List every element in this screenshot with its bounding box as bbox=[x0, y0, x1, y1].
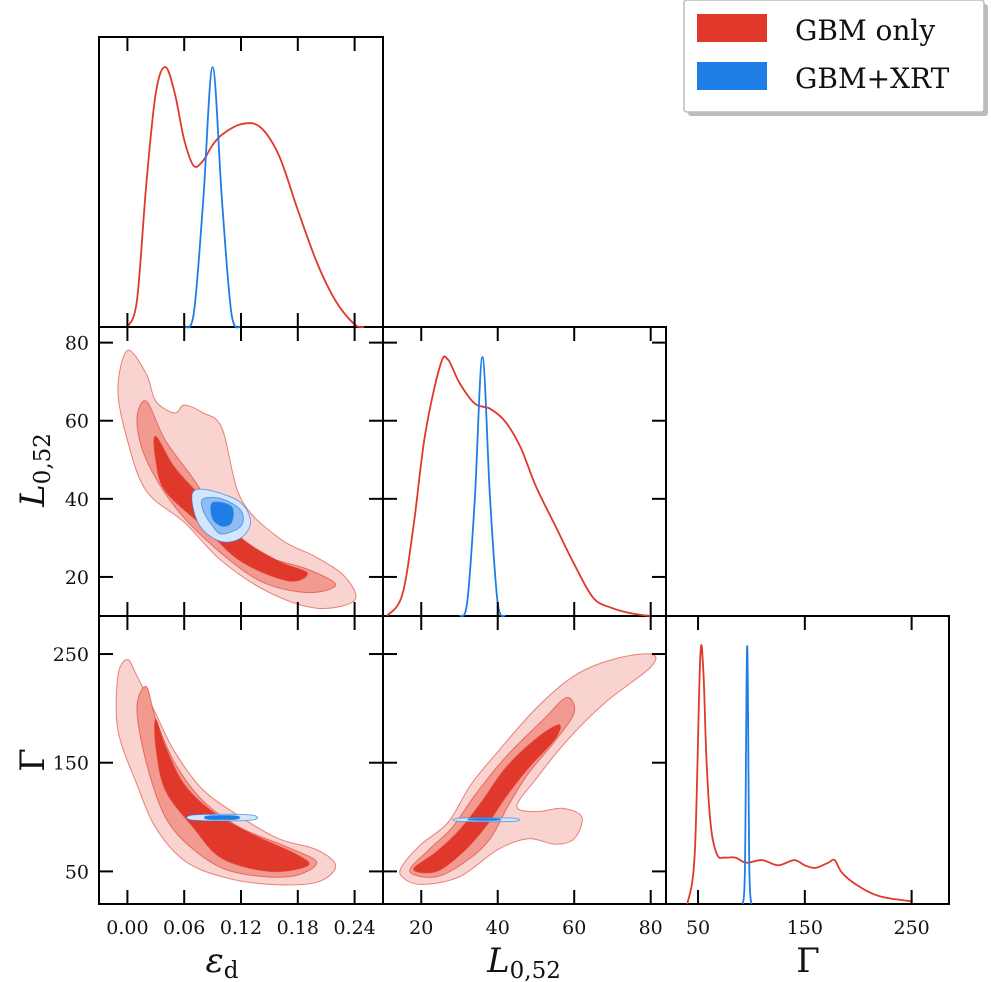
x-tick-label-0-4: 0.24 bbox=[333, 917, 375, 939]
x-tick-label-1-0: 20 bbox=[409, 917, 433, 939]
y-tick-label-2-1: 150 bbox=[53, 753, 89, 775]
marginal-L-xrt bbox=[458, 356, 507, 617]
y-tick-label-1-0: 20 bbox=[65, 567, 89, 589]
contour-eps_L-xrt_inner bbox=[210, 501, 234, 527]
x-tick-label-2-1: 150 bbox=[787, 917, 823, 939]
marginal-eps-gbm bbox=[126, 66, 365, 329]
marginal-L-gbm bbox=[386, 355, 651, 617]
legend-swatch-xrt bbox=[697, 62, 767, 90]
contour-eps_Gamma-gbm_inner bbox=[154, 718, 310, 873]
y-tick-label-1-3: 80 bbox=[65, 333, 89, 355]
y-tick-label-1-1: 40 bbox=[65, 489, 89, 511]
panel-L-marginal bbox=[382, 326, 667, 617]
contour-layer bbox=[115, 349, 657, 886]
marginal-layer bbox=[126, 66, 912, 905]
legend-swatch-gbm bbox=[697, 14, 767, 42]
y-tick-label-1-2: 60 bbox=[65, 411, 89, 433]
legend-label-xrt: GBM+XRT bbox=[795, 62, 950, 95]
marginal-Gamma-gbm bbox=[686, 644, 912, 905]
y-tick-label-2-2: 250 bbox=[53, 644, 89, 666]
x-tick-label-0-2: 0.12 bbox=[220, 917, 262, 939]
x-axis-label-eps: εd bbox=[206, 941, 239, 982]
contour-eps_Gamma-gbm_outer bbox=[115, 658, 337, 886]
legend: GBM only GBM+XRT bbox=[683, 0, 988, 116]
y-axis-label-L: L0,52 bbox=[13, 433, 56, 508]
x-tick-label-2-2: 250 bbox=[893, 917, 929, 939]
marginal-Gamma-xrt bbox=[742, 645, 753, 905]
panel-eps-marginal bbox=[98, 36, 384, 328]
contour-eps_L-gbm_outer bbox=[117, 349, 357, 609]
legend-label-gbm: GBM only bbox=[795, 14, 935, 47]
contour-eps_Gamma-gbm_mid bbox=[136, 685, 318, 878]
x-axis-label-gamma: Γ bbox=[796, 941, 820, 981]
x-tick-label-1-3: 80 bbox=[639, 917, 663, 939]
contour-L_Gamma-xrt_inner bbox=[467, 817, 502, 822]
contour-L_Gamma-gbm_inner bbox=[413, 724, 561, 874]
x-tick-label-2-0: 50 bbox=[686, 917, 710, 939]
x-tick-label-0-1: 0.06 bbox=[163, 917, 205, 939]
contour-eps_Gamma-xrt_inner bbox=[203, 815, 241, 821]
x-tick-label-1-2: 60 bbox=[562, 917, 586, 939]
y-tick-label-2-0: 50 bbox=[65, 861, 89, 883]
tick-layer: 0.00 0.06 0.12 0.18 0.24 20 40 60 80 50 150 250 20 40… bbox=[53, 37, 930, 939]
panel-gamma-marginal bbox=[665, 615, 950, 905]
x-axis-label-L: L0,52 bbox=[486, 941, 561, 982]
x-tick-label-0-0: 0.00 bbox=[106, 917, 148, 939]
x-tick-label-1-1: 40 bbox=[486, 917, 510, 939]
x-tick-label-0-3: 0.18 bbox=[277, 917, 319, 939]
y-axis-label-gamma: Γ bbox=[13, 748, 53, 772]
marginal-eps-xrt bbox=[183, 66, 242, 329]
